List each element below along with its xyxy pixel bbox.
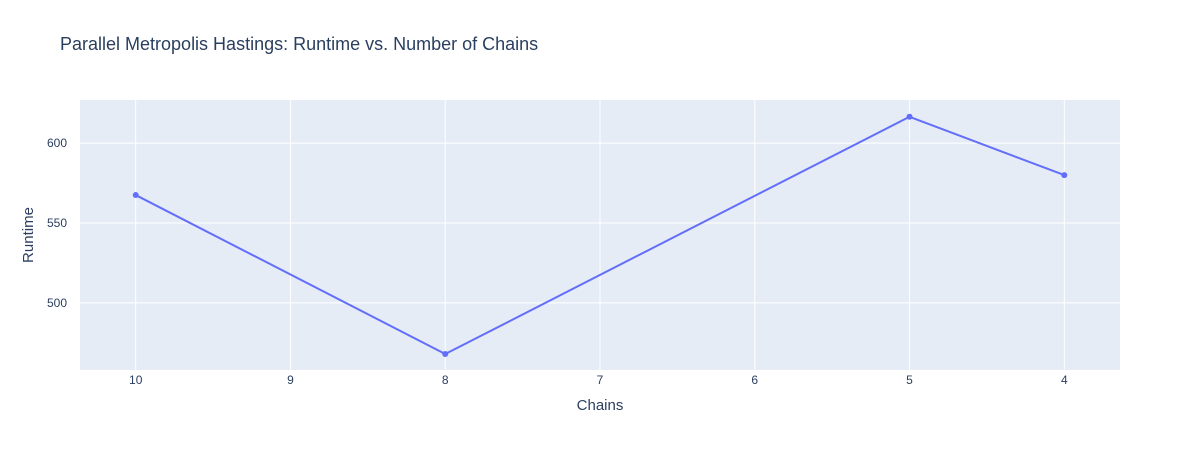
x-gridlines <box>135 100 1065 370</box>
data-point-marker[interactable] <box>906 113 913 120</box>
x-tick-labels: 10 9 8 7 6 5 4 <box>129 373 1068 387</box>
series-layer <box>132 113 1068 358</box>
x-tick-label: 7 <box>597 373 604 387</box>
chart-title: Parallel Metropolis Hastings: Runtime vs… <box>60 34 538 54</box>
data-point-marker[interactable] <box>1061 172 1068 179</box>
data-point-marker[interactable] <box>132 192 139 199</box>
x-tick-label: 6 <box>751 373 758 387</box>
x-tick-label: 10 <box>129 373 143 387</box>
y-tick-label: 600 <box>47 136 67 150</box>
x-tick-label: 4 <box>1061 373 1068 387</box>
x-axis-title: Chains <box>577 397 624 414</box>
series-line <box>135 115 1065 356</box>
y-axis-title: Runtime <box>20 207 37 263</box>
x-tick-label: 9 <box>287 373 294 387</box>
x-tick-label: 5 <box>906 373 913 387</box>
data-point-marker[interactable] <box>442 351 449 358</box>
x-tick-label: 8 <box>442 373 449 387</box>
y-tick-labels: 500 550 600 <box>47 136 67 310</box>
y-gridlines <box>80 142 1120 304</box>
y-tick-label: 550 <box>47 216 67 230</box>
y-tick-label: 500 <box>47 296 67 310</box>
